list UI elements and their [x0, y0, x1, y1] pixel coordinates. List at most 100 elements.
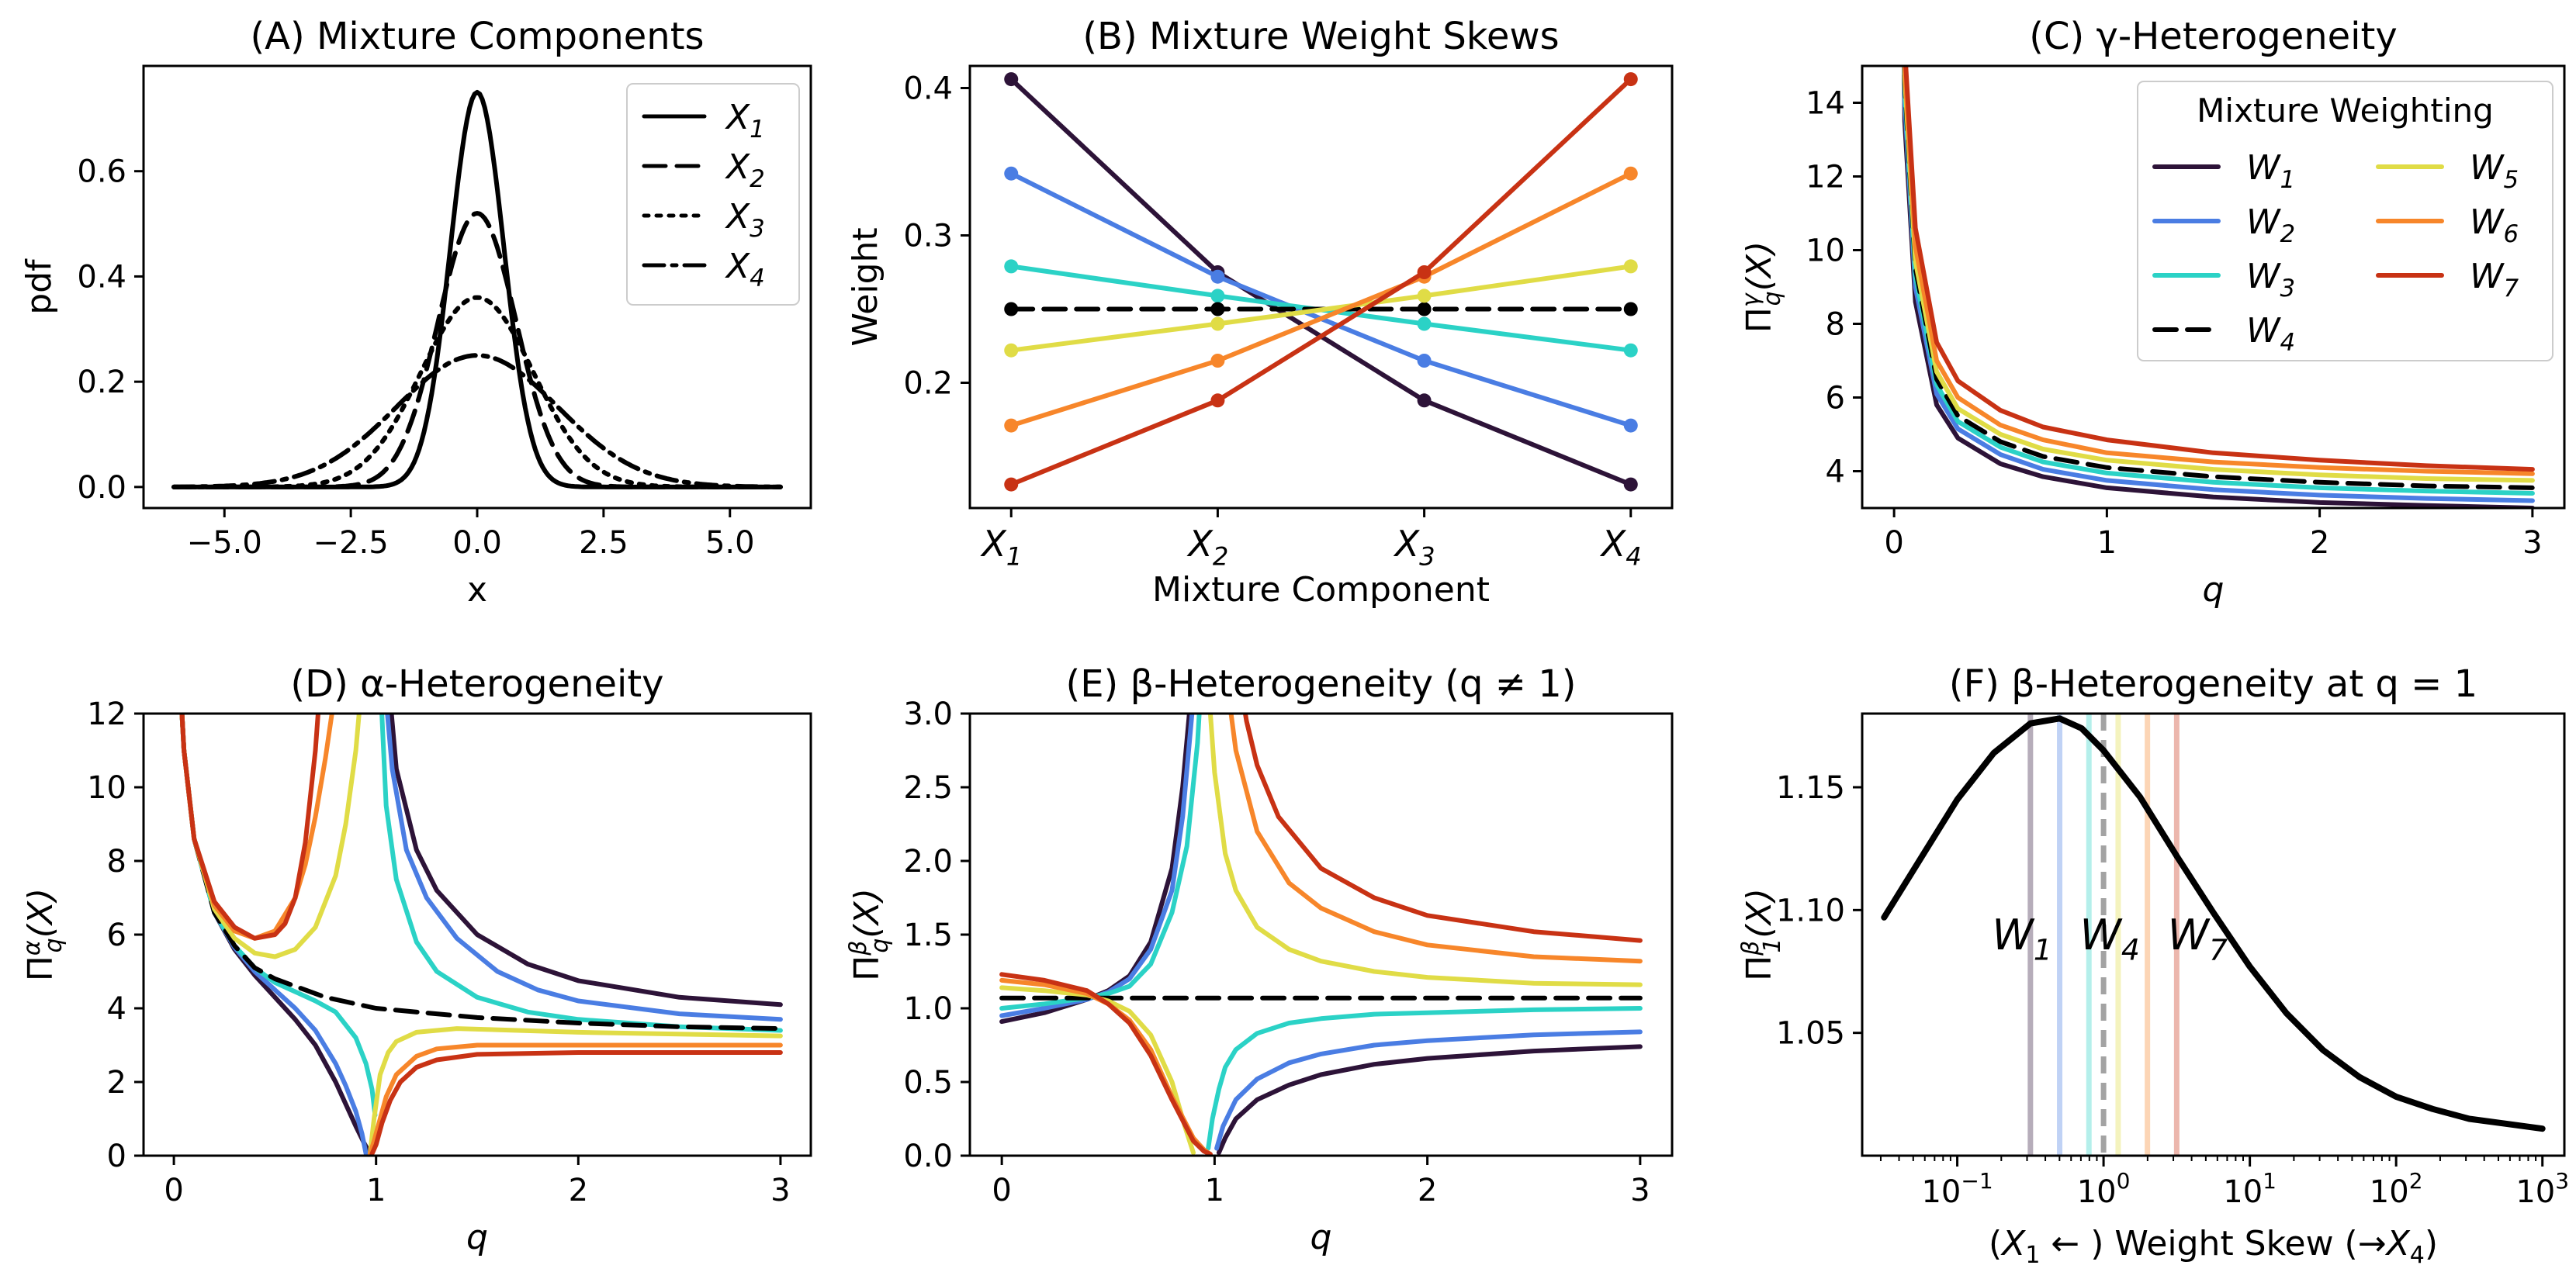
- panel-e: 0 1 2 3 0.0 0.5 1.0 1.5 2.0 2.5 3.0 q Πβq(X) (E) β-He…: [845, 662, 1674, 1257]
- x-axis-label: q: [2203, 570, 2225, 610]
- x-tick-label: 0: [164, 1173, 183, 1208]
- x-tick-label: 3: [2522, 525, 2542, 561]
- weight-point-w5: [1004, 343, 1019, 358]
- y-axis-label: Πβq(X): [845, 888, 894, 981]
- x-tick-label: 100: [2077, 1168, 2131, 1210]
- curve-w7: [999, 972, 1213, 1156]
- y-axis-label: Πβ1(X): [1737, 888, 1786, 981]
- y-axis-label: Weight: [846, 227, 885, 346]
- panel-f-title: (F) β-Heterogeneity at q = 1: [1949, 662, 2477, 706]
- weight-point-w5: [1210, 316, 1225, 331]
- x-tick-label: 3: [1630, 1173, 1650, 1208]
- weight-point-w1: [1417, 393, 1432, 408]
- curve-w3: [999, 714, 1202, 1011]
- legend-label-w1: W1: [2246, 148, 2295, 194]
- panel-b-title: (B) Mixture Weight Skews: [1082, 15, 1559, 58]
- y-tick-label: 8: [1826, 307, 1845, 343]
- x-tick-label: 102: [2370, 1168, 2423, 1210]
- curve-w5: [367, 1026, 783, 1156]
- x-tick-label: −2.5: [313, 525, 389, 561]
- x-tick-label: 1: [366, 1173, 386, 1208]
- weight-point-w6: [1004, 418, 1019, 433]
- y-tick-label: 1.10: [1776, 893, 1845, 928]
- y-tick-label: 0.0: [77, 470, 126, 506]
- y-tick-label: 1.5: [903, 918, 953, 953]
- legend-label-w4: W4: [2246, 311, 2295, 357]
- weight-point-w1: [1004, 72, 1019, 87]
- curve-w1: [179, 714, 372, 1156]
- curve-w1: [1216, 1044, 1643, 1156]
- x-tick-label: 5.0: [705, 525, 755, 561]
- curve-w1: [389, 714, 783, 1008]
- weight-point-w6: [1623, 166, 1638, 181]
- curve-w1: [999, 714, 1192, 1025]
- x-tick-label: 2: [1418, 1173, 1437, 1208]
- y-tick-label: 2.5: [903, 770, 953, 806]
- weight-point-w3: [1210, 289, 1225, 303]
- curve-w2: [1214, 1029, 1643, 1151]
- y-tick-label: 0.5: [903, 1065, 953, 1101]
- curve-w7: [179, 714, 320, 941]
- legend-label-x3: X3: [725, 197, 765, 243]
- x-tick-label: 103: [2515, 1168, 2569, 1210]
- panel-a-title: (A) Mixture Components: [250, 15, 704, 58]
- weight-point-w3: [1004, 259, 1019, 274]
- weight-point-w3: [1623, 343, 1638, 358]
- x-tick-label-x2: X2: [1186, 523, 1228, 572]
- weight-point-w4: [1210, 302, 1225, 316]
- curve-w3: [1206, 1006, 1643, 1151]
- x-tick-label: 10−1: [1921, 1168, 1993, 1210]
- x-tick-label-x3: X3: [1394, 523, 1435, 572]
- x-tick-label: 0: [1884, 525, 1903, 561]
- weight-point-w2: [1004, 166, 1019, 181]
- legend-label-x2: X2: [725, 147, 765, 193]
- y-tick-label: 0.0: [903, 1139, 953, 1174]
- x-tick-label: 0.0: [452, 525, 502, 561]
- x-tick-label: −5.0: [187, 525, 262, 561]
- curve-w2: [999, 714, 1195, 1018]
- panel-a: (A) Mixture Components −5.0 −2.5 0.0 2.5 5.0 0…: [19, 15, 812, 610]
- x-tick-label: 1: [1205, 1173, 1224, 1208]
- legend-box: [2137, 81, 2553, 361]
- y-tick-label: 6: [107, 918, 126, 953]
- weight-line-w7: [1009, 77, 1633, 487]
- panel-f: (F) β-Heterogeneity at q = 1 10−1 100 101 10…: [1737, 662, 2569, 1269]
- legend-title: Mixture Weighting: [2197, 92, 2494, 130]
- x-axis-label: q: [466, 1218, 488, 1257]
- y-tick-label: 10: [1806, 233, 1845, 269]
- weight-point-w1: [1623, 477, 1638, 492]
- y-tick-label: 2.0: [903, 844, 953, 880]
- y-tick-label: 0.4: [77, 259, 126, 295]
- weight-point-w2: [1623, 418, 1638, 433]
- weight-point-w4: [1417, 302, 1432, 316]
- weight-point-w7: [1623, 72, 1638, 87]
- weight-point-w4: [1623, 302, 1638, 316]
- y-tick-label: 12: [1806, 160, 1845, 195]
- pdf-curve-x3: [171, 295, 783, 489]
- panel-b: (B) Mixture Weight Skews X1 X2 X3 X4 0.2 0.3 0.…: [846, 15, 1674, 610]
- panel-d-title: (D) α-Heterogeneity: [290, 662, 663, 706]
- panel-e-title: (E) β-Heterogeneity (q ≠ 1): [1066, 662, 1577, 706]
- curve-w7: [1242, 714, 1643, 943]
- x-axis-label: Mixture Component: [1152, 570, 1490, 610]
- panel-c-title: (C) γ-Heterogeneity: [2029, 15, 2398, 58]
- weight-line-w6: [1009, 171, 1633, 428]
- x-tick-label: 2: [569, 1173, 588, 1208]
- legend-label-x4: X4: [725, 247, 765, 292]
- weight-point-w2: [1417, 354, 1432, 368]
- plot-frame: [968, 64, 1674, 510]
- x-tick-label: 101: [2223, 1168, 2277, 1210]
- plot-frame: [1861, 64, 2566, 510]
- legend-label-w3: W3: [2246, 257, 2295, 302]
- y-tick-label: 12: [87, 697, 126, 732]
- curve-w2: [385, 714, 783, 1022]
- plot-frame: [1861, 712, 2566, 1157]
- x-tick-label: 0: [992, 1173, 1011, 1208]
- weight-point-w3: [1417, 316, 1432, 331]
- legend-label-x1: X1: [725, 98, 765, 143]
- weight-point-w2: [1210, 269, 1225, 284]
- annotation-w1: W1: [1992, 911, 2051, 967]
- y-tick-label: 0: [107, 1139, 126, 1174]
